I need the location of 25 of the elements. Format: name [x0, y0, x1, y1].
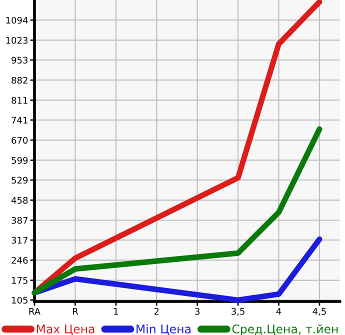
y-tick-label: 1023: [6, 36, 28, 44]
y-tick-label: 670: [12, 136, 28, 144]
x-tick-label: RA: [29, 308, 40, 315]
legend-label: Min Цена: [136, 324, 190, 335]
y-tick-label: 953: [12, 56, 28, 64]
y-tick-label: 599: [12, 156, 28, 164]
x-tick-label: 4: [276, 308, 282, 315]
y-tick-label: 811: [12, 96, 28, 104]
x-tick-label: 4,5: [312, 308, 326, 316]
y-tick-label: 882: [12, 76, 28, 84]
x-tick-label: R: [72, 308, 78, 315]
x-tick-label: 2: [154, 308, 159, 315]
y-tick-label: 741: [12, 116, 28, 124]
y-tick-label: 317: [12, 236, 28, 244]
y-tick-label: 529: [12, 176, 28, 184]
x-tick-label: 3,5: [232, 308, 244, 316]
x-tick-label: 3: [195, 308, 200, 315]
x-tick-label: 1: [114, 308, 118, 315]
legend-label: Max Цена: [36, 324, 94, 335]
y-tick-label: 246: [12, 256, 28, 264]
y-tick-label: 175: [12, 277, 28, 284]
y-tick-label: 458: [11, 196, 28, 204]
y-tick-label: 105: [12, 296, 28, 304]
y-tick-label: 387: [12, 216, 28, 224]
y-tick-label: 1094: [6, 16, 28, 24]
